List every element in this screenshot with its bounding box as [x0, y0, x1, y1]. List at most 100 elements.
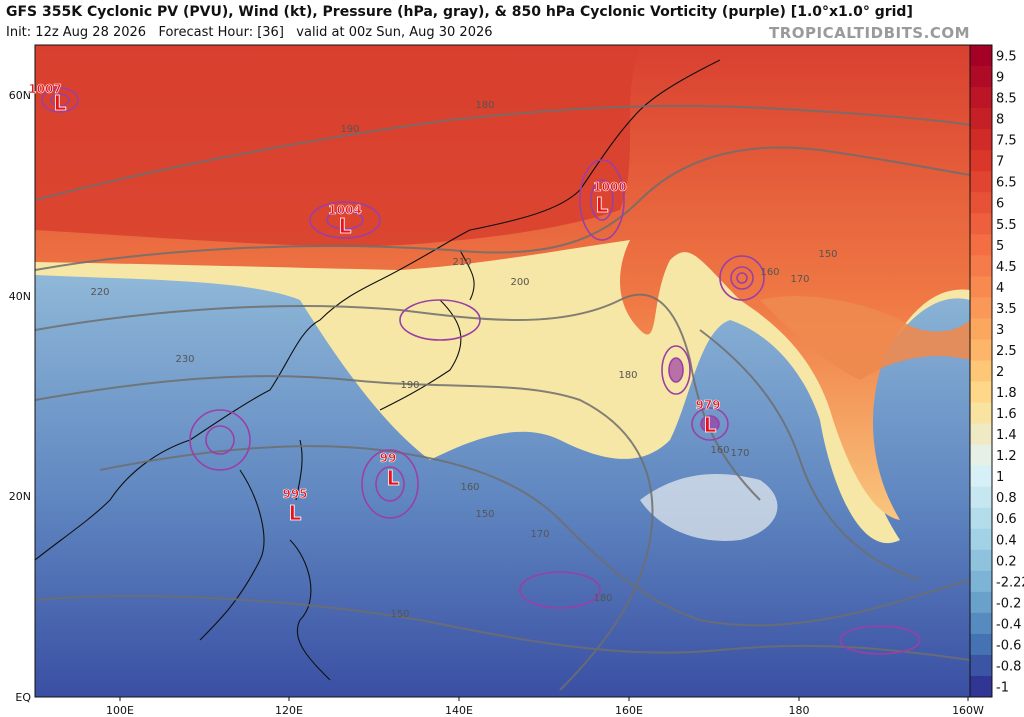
- contour-label: 150: [390, 609, 409, 620]
- colorbar-label: -1: [996, 680, 1009, 695]
- colorbar-swatch: [970, 297, 992, 319]
- colorbar-swatch: [970, 234, 992, 256]
- colorbar-label: 7.5: [996, 134, 1017, 149]
- subtitle: Init: 12z Aug 28 2026 Forecast Hour: [36…: [6, 25, 493, 40]
- colorbar-label: 3: [996, 323, 1004, 338]
- colorbar-label: 5.5: [996, 218, 1017, 233]
- colorbar-swatch: [970, 507, 992, 530]
- colorbar-swatch: [970, 528, 992, 551]
- lon-label: 120E: [275, 704, 303, 717]
- low-pressure: 1007: [28, 82, 61, 96]
- colorbar-label: 2.5: [996, 344, 1017, 359]
- colorbar-swatch: [970, 108, 992, 130]
- colorbar-label: 0.4: [996, 533, 1017, 548]
- lon-label: 100E: [106, 704, 134, 717]
- low-pressure: 995: [282, 487, 307, 501]
- contour-label: 150: [475, 509, 494, 520]
- colorbar-swatch: [970, 276, 992, 298]
- contour-label: 180: [593, 593, 612, 604]
- colorbar-swatch: [970, 381, 992, 404]
- low-pressure: 979: [695, 398, 720, 412]
- colorbar-label: 8: [996, 113, 1004, 128]
- lon-label: 140E: [445, 704, 473, 717]
- contour-label: 160: [460, 482, 479, 493]
- colorbar-swatch: [970, 612, 992, 635]
- contour-label: 190: [400, 380, 419, 391]
- low-pressure: 1000: [593, 180, 626, 194]
- colorbar-label: -2.22: [996, 575, 1024, 590]
- colorbar-swatch: [970, 213, 992, 235]
- low-symbol: L: [596, 193, 609, 217]
- lon-label: 160E: [615, 704, 643, 717]
- contour-label: 170: [730, 448, 749, 459]
- colorbar-label: 1.6: [996, 407, 1017, 422]
- colorbar-label: 4: [996, 281, 1004, 296]
- colorbar-label: -0.6: [996, 638, 1021, 653]
- credit: TROPICALTIDBITS.COM: [769, 24, 970, 42]
- contour-label: 170: [530, 529, 549, 540]
- colorbar-swatch: [970, 591, 992, 614]
- colorbar-swatch: [970, 87, 992, 109]
- colorbar-label: 8.5: [996, 92, 1017, 107]
- colorbar-label: 4.5: [996, 260, 1017, 275]
- lat-label: 40N: [9, 290, 31, 303]
- colorbar-swatch: [970, 66, 992, 88]
- colorbar-label: 0.2: [996, 554, 1017, 569]
- colorbar-label: 9.5: [996, 50, 1017, 65]
- contour-label: 180: [618, 370, 637, 381]
- colorbar-label: 1.2: [996, 449, 1017, 464]
- colorbar-swatch: [970, 171, 992, 193]
- contour-label: 160: [760, 267, 779, 278]
- low-symbol: L: [704, 413, 717, 437]
- lat-label: 20N: [9, 490, 31, 503]
- low-symbol: L: [54, 91, 67, 115]
- colorbar-swatch: [970, 255, 992, 277]
- colorbar-swatch: [970, 654, 992, 677]
- colorbar-swatch: [970, 318, 992, 340]
- colorbar-label: 1: [996, 470, 1004, 485]
- low-pressure: 99: [380, 451, 397, 465]
- colorbar-label: 1.4: [996, 428, 1017, 443]
- colorbar-swatch: [970, 150, 992, 172]
- colorbar-swatch: [970, 549, 992, 572]
- colorbar-swatch: [970, 45, 992, 67]
- colorbar-swatch: [970, 675, 992, 698]
- contour-label: 190: [340, 124, 359, 135]
- colorbar-label: -0.8: [996, 659, 1021, 674]
- colorbar-label: 0.6: [996, 512, 1017, 527]
- colorbar-label: 5: [996, 239, 1004, 254]
- contour-label: 150: [818, 249, 837, 260]
- colorbar-label: 2: [996, 365, 1004, 380]
- colorbar-swatch: [970, 129, 992, 151]
- colorbar-label: 7: [996, 155, 1004, 170]
- contour-label: 220: [90, 287, 109, 298]
- contour-label: 230: [175, 354, 194, 365]
- title: GFS 355K Cyclonic PV (PVU), Wind (kt), P…: [6, 4, 913, 20]
- contour-label: 180: [475, 100, 494, 111]
- colorbar-swatch: [970, 339, 992, 361]
- low-pressure: 1004: [328, 203, 361, 217]
- colorbar-swatch: [970, 444, 992, 467]
- colorbar-label: 6: [996, 197, 1004, 212]
- colorbar-swatch: [970, 486, 992, 509]
- contour-label: 160: [710, 445, 729, 456]
- colorbar-label: 6.5: [996, 176, 1017, 191]
- colorbar-swatch: [970, 192, 992, 214]
- colorbar-swatch: [970, 570, 992, 593]
- colorbar-label: -0.2: [996, 596, 1021, 611]
- contour-label: 210: [452, 257, 471, 268]
- colorbar-label: 3.5: [996, 302, 1017, 317]
- low-symbol: L: [387, 466, 400, 490]
- low-symbol: L: [289, 501, 302, 525]
- colorbar-label: 1.8: [996, 386, 1017, 401]
- colorbar-swatch: [970, 465, 992, 488]
- contour-label: 200: [510, 277, 529, 288]
- colorbar-label: -0.4: [996, 617, 1021, 632]
- contour-label: 170: [790, 274, 809, 285]
- colorbar-swatch: [970, 633, 992, 656]
- colorbar-swatch: [970, 402, 992, 425]
- colorbar-label: 9: [996, 71, 1004, 86]
- colorbar-label: 0.8: [996, 491, 1017, 506]
